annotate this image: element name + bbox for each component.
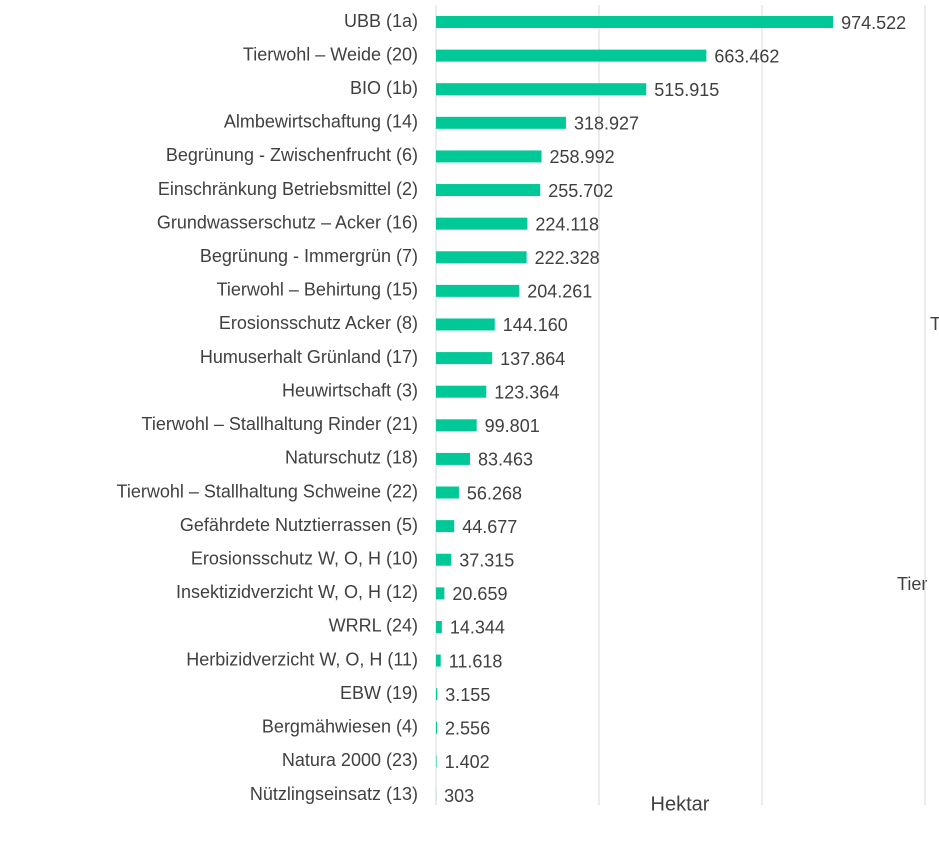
bar [436, 587, 445, 600]
data-label: 204.261 [527, 282, 592, 302]
y-tick-label: BIO (1b) [350, 78, 418, 98]
bar [436, 721, 438, 734]
annotation: T [930, 314, 939, 334]
y-tick-label: Heuwirtschaft (3) [282, 380, 418, 400]
data-label: 11.618 [449, 651, 503, 671]
bar [436, 318, 495, 331]
y-tick-label: Grundwasserschutz – Acker (16) [157, 212, 418, 232]
data-label: 56.268 [467, 483, 522, 503]
y-tick-label: Bergmähwiesen (4) [262, 717, 418, 737]
y-tick-label: Tierwohl – Behirtung (15) [217, 280, 418, 300]
data-label: 2.556 [445, 719, 490, 739]
data-label: 303 [444, 786, 474, 806]
y-tick-label: Tierwohl – Weide (20) [243, 44, 418, 64]
data-label: 20.659 [452, 584, 507, 604]
y-tick-label: Humuserhalt Grünland (17) [200, 347, 418, 367]
data-label: 99.801 [485, 416, 540, 436]
bar [436, 150, 542, 163]
bar [436, 49, 707, 62]
y-tick-label: Gefährdete Nutztierrassen (5) [180, 515, 418, 535]
bar [436, 284, 520, 297]
bar [436, 520, 455, 533]
data-label: 137.864 [500, 349, 565, 369]
y-tick-label: Begrünung - Zwischenfrucht (6) [166, 145, 418, 165]
bar [436, 654, 441, 667]
bar [436, 116, 566, 129]
y-tick-label: Herbizidverzicht W, O, H (11) [186, 649, 418, 669]
data-label: 1.402 [445, 752, 490, 772]
data-label: 258.992 [550, 147, 615, 167]
y-tick-label: Natura 2000 (23) [282, 750, 418, 770]
bar [436, 385, 487, 398]
bar [436, 83, 647, 96]
y-tick-label: Nützlingseinsatz (13) [250, 784, 418, 804]
y-tick-label: EBW (19) [340, 683, 418, 703]
y-tick-label: Erosionsschutz Acker (8) [219, 313, 418, 333]
data-label: 144.160 [503, 315, 568, 335]
y-tick-label: Almbewirtschaftung (14) [224, 112, 418, 132]
data-label: 123.364 [494, 382, 559, 402]
y-tick-label: Einschränkung Betriebsmittel (2) [158, 179, 418, 199]
y-tick-label: Naturschutz (18) [285, 448, 418, 468]
annotation: Tier [897, 574, 927, 594]
bar [436, 419, 477, 432]
bar [436, 688, 438, 701]
bar [436, 16, 834, 28]
y-tick-label: Begrünung - Immergrün (7) [200, 246, 418, 266]
x-axis-label: Hektar [651, 793, 710, 815]
data-label: 318.927 [574, 114, 639, 134]
y-tick-label: Erosionsschutz W, O, H (10) [191, 548, 418, 568]
y-tick-label: UBB (1a) [344, 11, 418, 31]
bar [436, 553, 452, 566]
y-tick-label: WRRL (24) [329, 616, 418, 636]
bar [436, 217, 528, 230]
y-tick-label: Tierwohl – Stallhaltung Schweine (22) [117, 481, 419, 501]
data-label: 974.522 [841, 13, 906, 33]
data-label: 44.677 [462, 517, 517, 537]
data-label: 14.344 [450, 618, 505, 638]
bar [436, 251, 527, 264]
bar [436, 184, 541, 197]
y-tick-label: Tierwohl – Stallhaltung Rinder (21) [142, 414, 418, 434]
data-label: 3.155 [445, 685, 490, 705]
data-label: 222.328 [535, 248, 600, 268]
data-label: 515.915 [654, 80, 719, 100]
bar [436, 452, 471, 465]
bar [436, 620, 442, 633]
data-label: 37.315 [459, 550, 514, 570]
data-label: 224.118 [535, 214, 599, 234]
bar [436, 755, 437, 768]
data-label: 83.463 [478, 450, 533, 470]
bar [436, 486, 459, 499]
data-label: 255.702 [548, 181, 613, 201]
data-label: 663.462 [714, 46, 779, 66]
bar [436, 352, 493, 365]
y-tick-label: Insektizidverzicht W, O, H (12) [176, 582, 418, 602]
